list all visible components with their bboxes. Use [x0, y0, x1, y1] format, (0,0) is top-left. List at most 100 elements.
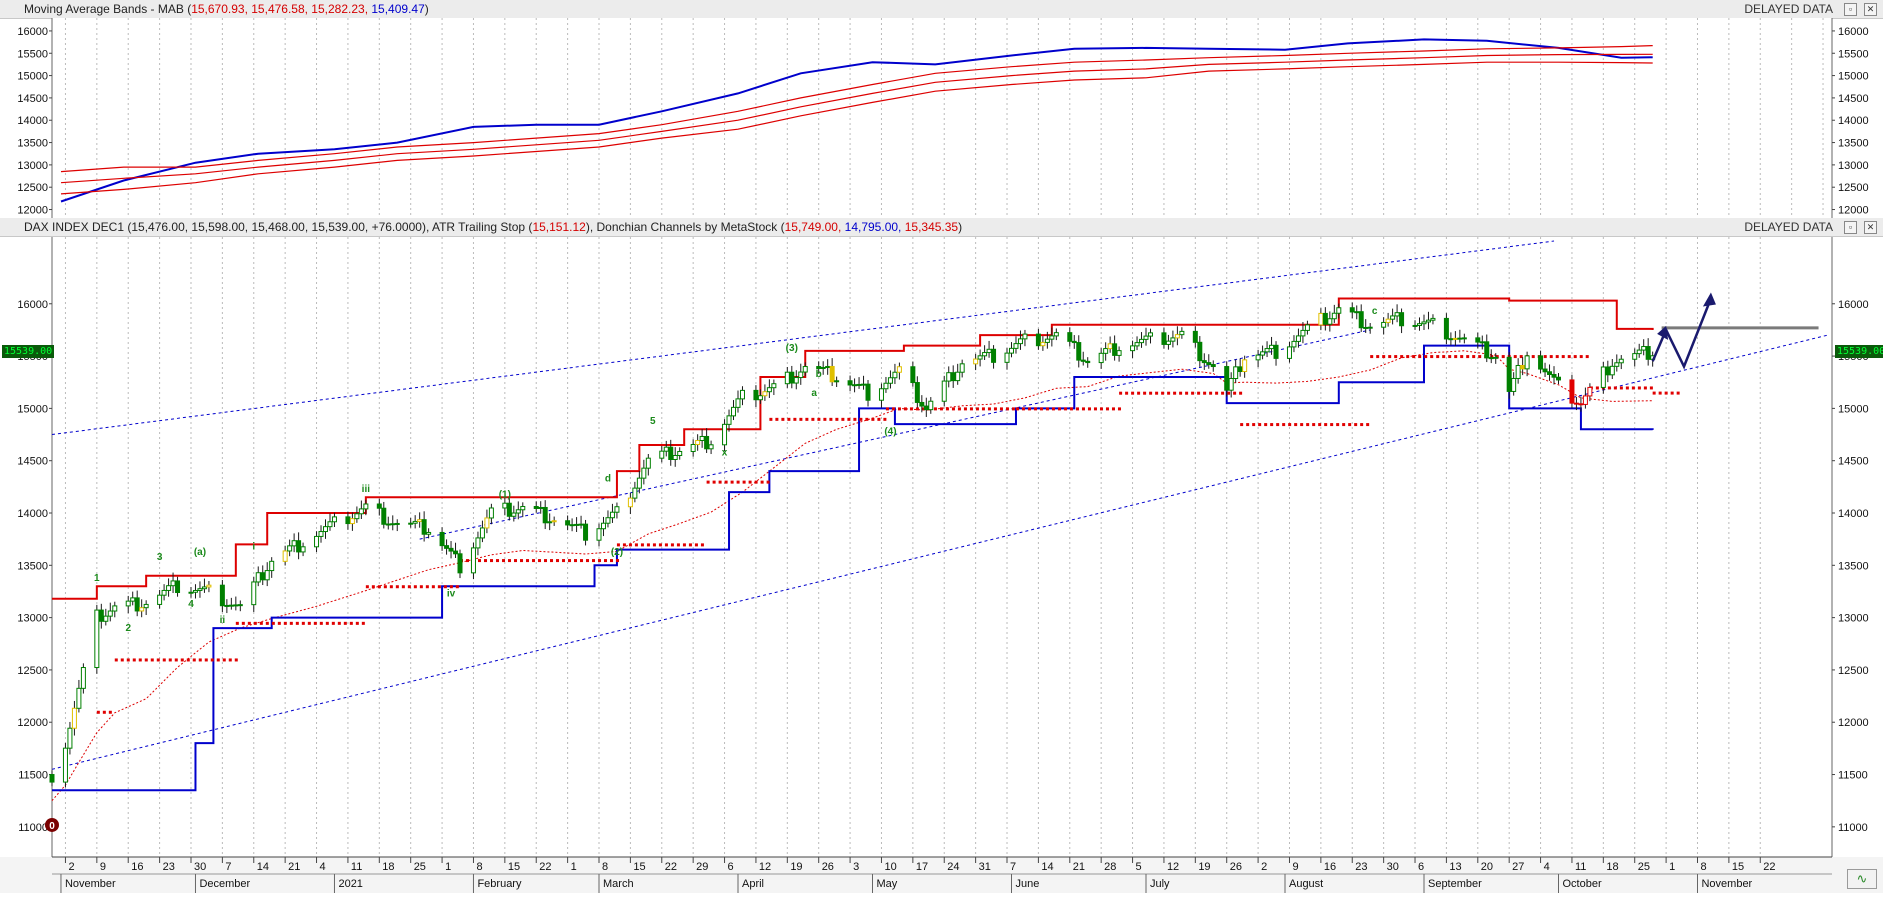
atr-stop-dot	[1348, 423, 1352, 427]
wave-label: iii	[362, 484, 371, 495]
atr-stop-dot	[337, 621, 341, 625]
candle-body	[358, 508, 364, 515]
candle-body	[977, 355, 983, 360]
x-tick-label: 2	[1261, 861, 1267, 873]
atr-stop-dot	[1149, 391, 1153, 395]
candle-body	[260, 572, 266, 581]
candle-body	[349, 518, 355, 525]
candle-body	[1170, 337, 1176, 342]
candle-body	[614, 506, 620, 513]
wave-label: iv	[447, 589, 456, 600]
atr-stop-dot	[1288, 423, 1292, 427]
candle-body	[959, 363, 965, 373]
moving-average-bands-chart[interactable]: 12000 12000 12500 12500 13000 13000 13500 13500…	[0, 18, 1883, 218]
atr-stop-dot	[1501, 355, 1505, 359]
atr-stop-dot	[349, 621, 353, 625]
wave-label: (3)	[786, 343, 798, 354]
atr-stop-dot	[156, 658, 160, 662]
x-tick-label: 31	[979, 861, 991, 873]
atr-stop-dot	[1264, 423, 1268, 427]
atr-stop-dot	[301, 621, 305, 625]
candle-body	[296, 540, 302, 553]
x-tick-label: 24	[947, 861, 959, 873]
candle-body	[439, 531, 445, 547]
candle-body	[1520, 364, 1526, 370]
candle-body	[1515, 364, 1521, 379]
candle-body	[282, 550, 288, 562]
candle-body	[1179, 330, 1185, 336]
candle-body	[1448, 338, 1454, 341]
candle-body	[982, 352, 988, 357]
candle-body	[896, 366, 902, 373]
candle-body	[506, 502, 512, 517]
projection-arrow-head	[1702, 292, 1716, 307]
atr-stop-dot	[993, 407, 997, 411]
y-tick-label-right: 13000	[1838, 160, 1869, 172]
atr-stop-dot	[1561, 355, 1565, 359]
close-button-2[interactable]: ✕	[1864, 221, 1877, 234]
price-chart[interactable]: 2 9 16 23 30 7 14 21 4 11 18 25 1 8 15 22 1 8 15 22 29 6 12 19 2…	[0, 237, 1883, 912]
atr-stop-dot	[1382, 355, 1386, 359]
atr-stop-dot	[1270, 423, 1274, 427]
y-tick-label-right: 14000	[1838, 115, 1869, 127]
candle-body	[385, 523, 391, 526]
candle-body	[390, 523, 396, 526]
candle-body	[1017, 338, 1023, 345]
x-tick-label: 15	[633, 861, 645, 873]
candle-body	[1103, 348, 1109, 354]
candle-body	[1506, 356, 1512, 392]
month-label: May	[877, 878, 898, 890]
atr-stop-dot	[108, 710, 112, 714]
chart-wave-icon[interactable]: ∿	[1847, 869, 1877, 889]
candle-body	[1318, 312, 1324, 326]
candle-body	[538, 506, 544, 509]
candle-body	[1354, 311, 1360, 314]
atr-stop-dot	[1063, 407, 1067, 411]
restore-button[interactable]: ▫	[1844, 3, 1857, 16]
atr-stop-dot	[247, 621, 251, 625]
x-tick-label: 16	[1324, 861, 1336, 873]
restore-button-2[interactable]: ▫	[1844, 221, 1857, 234]
atr-stop-dot	[1252, 423, 1256, 427]
month-label: September	[1428, 878, 1482, 890]
atr-stop-dot	[706, 480, 710, 484]
atr-stop-dot	[204, 658, 208, 662]
candle-body	[820, 366, 826, 370]
atr-stop-dot	[835, 417, 839, 421]
atr-stop-dot	[616, 543, 620, 547]
x-tick-label: 20	[1481, 861, 1493, 873]
atr-stop-dot	[730, 480, 734, 484]
candle-body	[1130, 345, 1136, 352]
y-tick-label-left: 13000	[17, 613, 48, 625]
candle-body	[1107, 343, 1113, 350]
atr-stop-dot	[1567, 355, 1571, 359]
candle-body	[1053, 332, 1059, 337]
atr-stop-dot	[455, 585, 459, 589]
atr-stop-dot	[799, 417, 803, 421]
atr-stop-dot	[1185, 391, 1189, 395]
y-tick-label-right: 14500	[1838, 456, 1869, 468]
atr-stop-dot	[180, 658, 184, 662]
atr-stop-dot	[700, 543, 704, 547]
series-line-red	[60, 61, 1653, 195]
close-button[interactable]: ✕	[1864, 3, 1877, 16]
candle-body	[919, 401, 925, 407]
y-tick-label-right: 11000	[1838, 822, 1868, 834]
atr-stop-dot	[1117, 407, 1121, 411]
atr-stop-dot	[628, 543, 632, 547]
candle-body	[67, 727, 73, 749]
candle-body	[1040, 341, 1046, 347]
atr-stop-dot	[736, 480, 740, 484]
atr-stop-dot	[1155, 391, 1159, 395]
atr-stop-dot	[999, 407, 1003, 411]
x-tick-label: 21	[288, 861, 300, 873]
atr-stop-dot	[658, 543, 662, 547]
x-tick-label: 26	[1230, 861, 1242, 873]
atr-stop-dot	[987, 407, 991, 411]
atr-stop-dot	[754, 480, 758, 484]
candle-body	[327, 521, 333, 528]
x-tick-label: 18	[1606, 861, 1618, 873]
wave-label: 4	[188, 599, 194, 610]
atr-stop-dot	[1543, 355, 1547, 359]
candle-body	[1412, 324, 1418, 327]
